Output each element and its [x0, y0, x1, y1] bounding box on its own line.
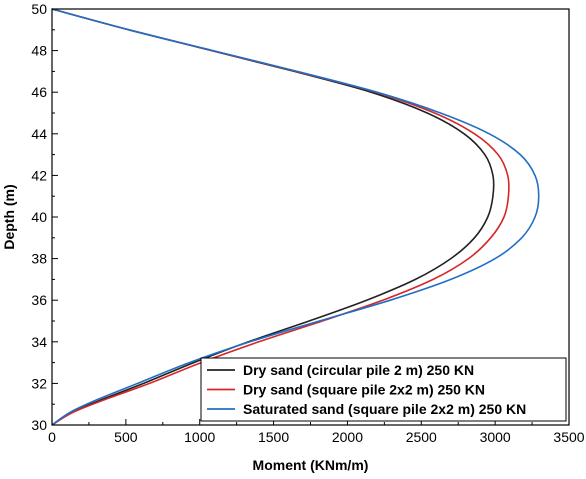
y-tick-label: 36 [31, 292, 47, 308]
y-tick-label: 34 [31, 334, 47, 350]
y-tick-label: 38 [31, 251, 47, 267]
y-tick-label: 42 [31, 167, 47, 183]
legend: Dry sand (circular pile 2 m) 250 KN Dry s… [200, 357, 567, 422]
legend-label-1: Dry sand (circular pile 2 m) 250 KN [243, 362, 474, 378]
y-tick-label: 46 [31, 84, 47, 100]
y-tick-label: 32 [31, 375, 47, 391]
y-tick-label: 44 [31, 126, 47, 142]
x-tick-label: 3500 [553, 429, 584, 445]
y-tick-label: 40 [31, 209, 47, 225]
legend-label-2: Dry sand (square pile 2x2 m) 250 KN [243, 382, 485, 398]
x-tick-label: 1000 [184, 429, 215, 445]
plot-frame [51, 8, 570, 426]
y-tick-label: 50 [31, 1, 47, 17]
x-axis-title: Moment (KNm/m) [253, 457, 369, 473]
plot-area-background [52, 9, 569, 425]
legend-label-3: Saturated sand (square pile 2x2 m) 250 K… [243, 401, 526, 417]
y-tick-label: 30 [31, 417, 47, 433]
x-tick-label: 0 [48, 429, 56, 445]
series-line-3 [51, 8, 540, 426]
y-tick-label: 48 [31, 43, 47, 59]
series-lines [51, 8, 540, 426]
x-tick-label: 3000 [480, 429, 511, 445]
x-tick-label: 500 [114, 429, 138, 445]
x-tick-label: 1500 [258, 429, 289, 445]
x-tick-label: 2000 [332, 429, 363, 445]
legend-box [200, 357, 567, 422]
x-tick-label: 2500 [406, 429, 437, 445]
y-axis-title: Depth (m) [1, 184, 17, 249]
axis-ticks: 0 500 1000 1500 2000 2500 3000 3500 30 32 34 36 38 40… [31, 1, 584, 445]
